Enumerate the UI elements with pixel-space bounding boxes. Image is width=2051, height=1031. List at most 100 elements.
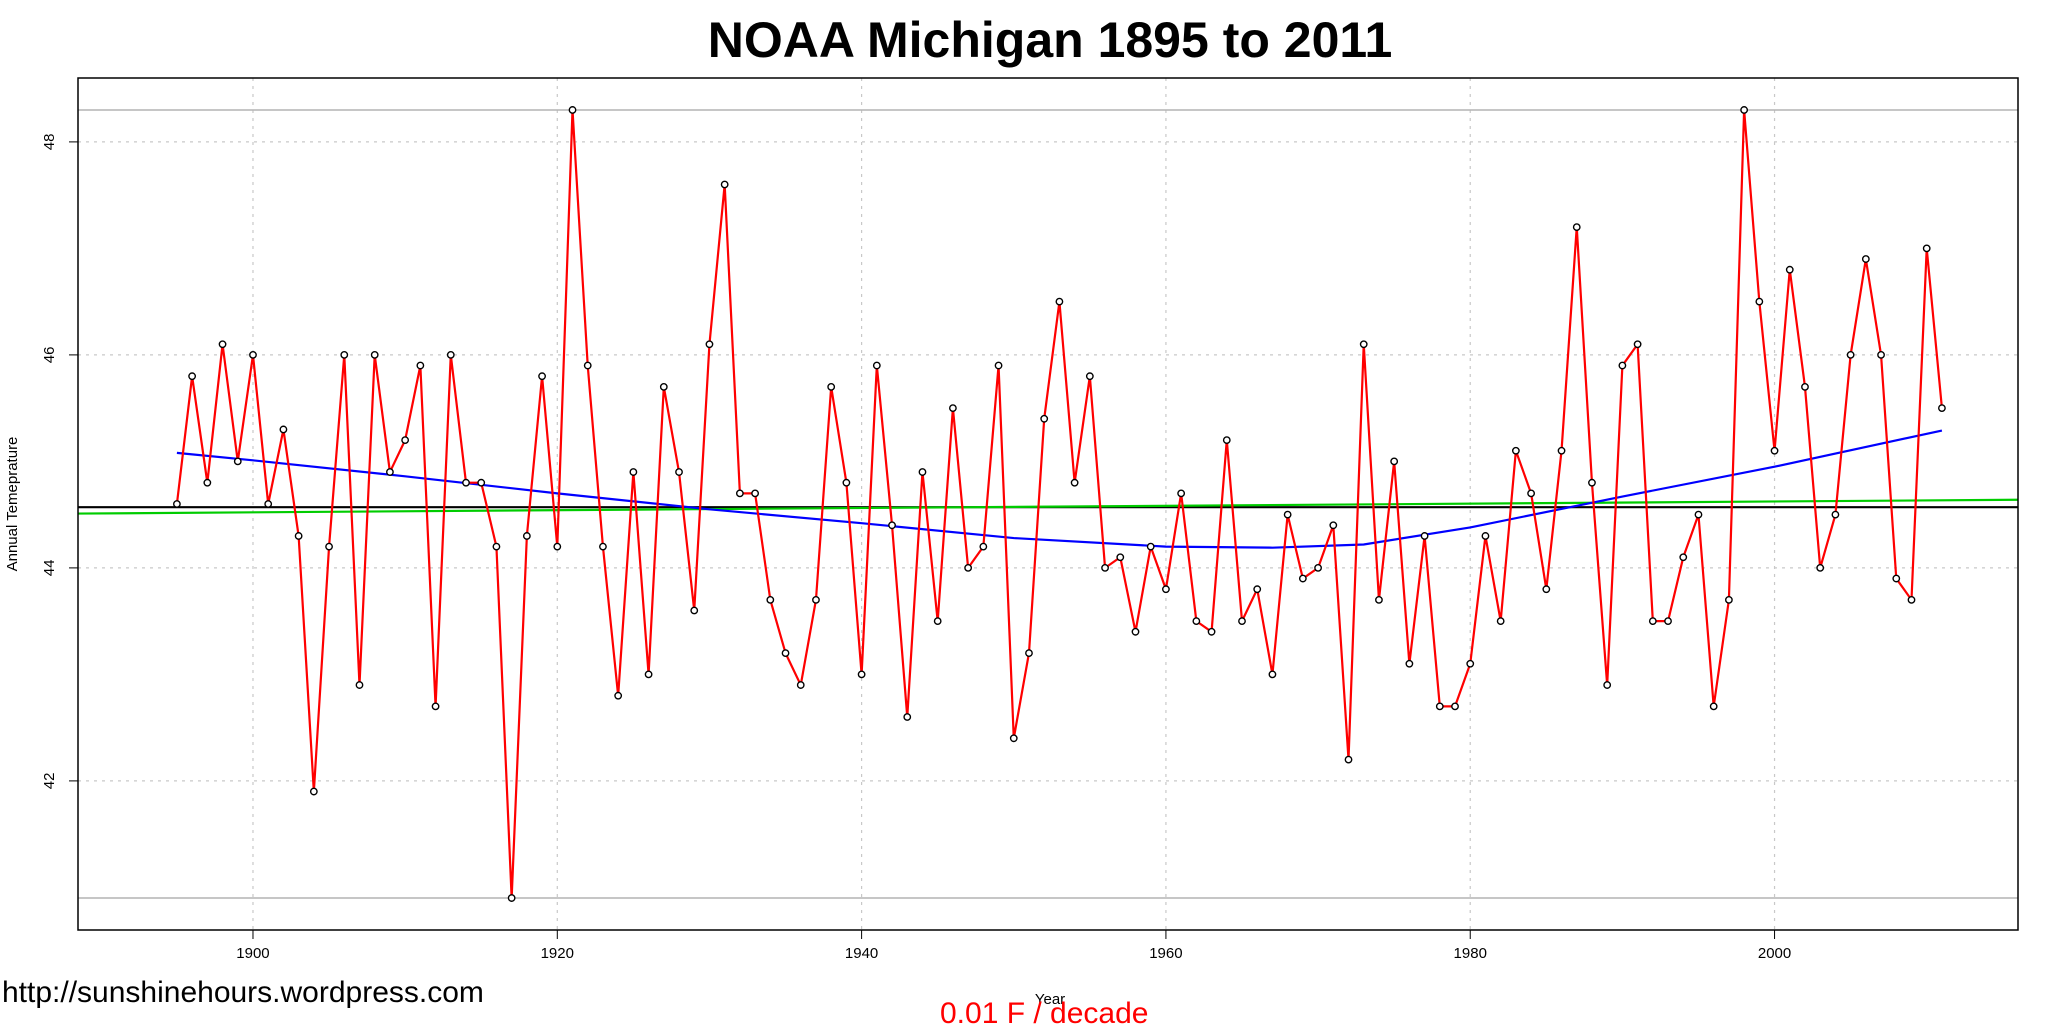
data-point xyxy=(1694,510,1703,519)
data-point xyxy=(720,180,729,189)
data-point xyxy=(401,436,410,444)
source-url: http://sunshinehours.wordpress.com xyxy=(2,976,484,1009)
data-point xyxy=(857,670,866,679)
annual-temperature-line xyxy=(175,108,1944,900)
data-point xyxy=(279,425,288,434)
data-point xyxy=(964,564,973,572)
data-point xyxy=(1420,532,1429,540)
data-point xyxy=(1085,372,1094,381)
data-point xyxy=(309,787,318,796)
x-tick-label: 1920 xyxy=(541,945,574,962)
data-point xyxy=(1725,595,1733,604)
data-point xyxy=(1831,510,1840,519)
data-point xyxy=(614,691,623,700)
data-point xyxy=(1207,627,1216,636)
y-tick-label: 46 xyxy=(41,347,58,364)
data-point xyxy=(979,542,988,551)
plot-frame xyxy=(77,77,2019,931)
data-point xyxy=(522,532,531,540)
data-point xyxy=(751,489,759,498)
data-point xyxy=(218,340,227,349)
data-point xyxy=(1557,446,1566,455)
data-point xyxy=(1238,617,1246,626)
data-point xyxy=(416,361,425,370)
data-point xyxy=(1877,350,1885,359)
data-point xyxy=(553,542,562,551)
data-point xyxy=(1511,446,1520,455)
data-point xyxy=(477,478,486,487)
data-point xyxy=(1329,521,1338,530)
data-point xyxy=(1572,223,1581,232)
data-point xyxy=(1268,670,1277,679)
data-point xyxy=(1466,659,1475,668)
y-tick-label: 44 xyxy=(41,560,58,577)
data-point xyxy=(629,468,638,476)
data-point xyxy=(1222,436,1231,444)
data-point xyxy=(1192,617,1201,626)
data-point xyxy=(355,681,364,689)
data-point xyxy=(1375,595,1383,604)
data-point xyxy=(1390,457,1399,466)
data-point xyxy=(462,478,470,487)
data-point xyxy=(1709,702,1718,711)
data-point xyxy=(1648,617,1657,626)
data-point xyxy=(1344,755,1353,764)
data-point xyxy=(842,478,851,487)
data-point xyxy=(1131,627,1140,636)
data-point xyxy=(431,702,440,711)
x-tick-label: 2000 xyxy=(1758,945,1791,962)
data-point xyxy=(1435,702,1444,711)
data-point xyxy=(903,713,912,721)
data-point xyxy=(659,382,668,391)
data-point xyxy=(203,478,212,487)
data-point xyxy=(568,106,577,114)
data-point xyxy=(933,617,942,626)
data-point xyxy=(1542,585,1551,594)
data-point xyxy=(1679,553,1688,562)
data-point xyxy=(949,404,957,413)
data-point xyxy=(1253,585,1262,594)
data-point xyxy=(1801,382,1809,391)
data-point xyxy=(1938,404,1946,413)
data-point xyxy=(827,382,836,391)
data-point xyxy=(538,372,546,381)
x-tick-label: 1940 xyxy=(845,945,878,962)
data-point xyxy=(781,649,790,657)
data-point xyxy=(1055,297,1064,306)
trend-annotation: 0.01 F / decade xyxy=(940,997,1149,1030)
series xyxy=(77,106,2019,902)
data-point xyxy=(705,340,714,349)
data-point xyxy=(1116,553,1125,562)
data-point xyxy=(1040,414,1049,423)
data-point xyxy=(188,372,197,381)
data-point xyxy=(918,468,927,476)
x-tick-label: 1960 xyxy=(1149,945,1182,962)
data-point xyxy=(599,542,607,551)
data-point xyxy=(1785,265,1794,274)
data-point xyxy=(1922,244,1931,253)
data-point xyxy=(1451,702,1459,711)
chart-title: NOAA Michigan 1895 to 2011 xyxy=(708,12,1393,68)
data-point xyxy=(264,500,273,508)
data-point xyxy=(1907,595,1916,604)
data-point xyxy=(370,350,379,359)
data-point xyxy=(1664,617,1672,626)
data-point xyxy=(1283,510,1292,519)
data-point xyxy=(1314,564,1322,572)
data-point xyxy=(325,542,333,551)
data-point xyxy=(1755,297,1764,306)
data-point xyxy=(386,468,394,476)
data-point xyxy=(1588,478,1596,487)
data-point xyxy=(249,350,257,359)
data-point xyxy=(1070,478,1079,487)
data-point xyxy=(1603,681,1612,689)
data-point xyxy=(1618,361,1627,370)
data-point xyxy=(1740,106,1749,114)
y-axis-label: Annual Temeprature xyxy=(4,437,21,572)
data-point xyxy=(812,595,820,604)
data-point xyxy=(735,489,744,498)
data-point xyxy=(173,500,181,508)
data-point xyxy=(1009,734,1018,743)
data-point xyxy=(766,595,775,604)
y-tick-label: 48 xyxy=(41,134,58,151)
